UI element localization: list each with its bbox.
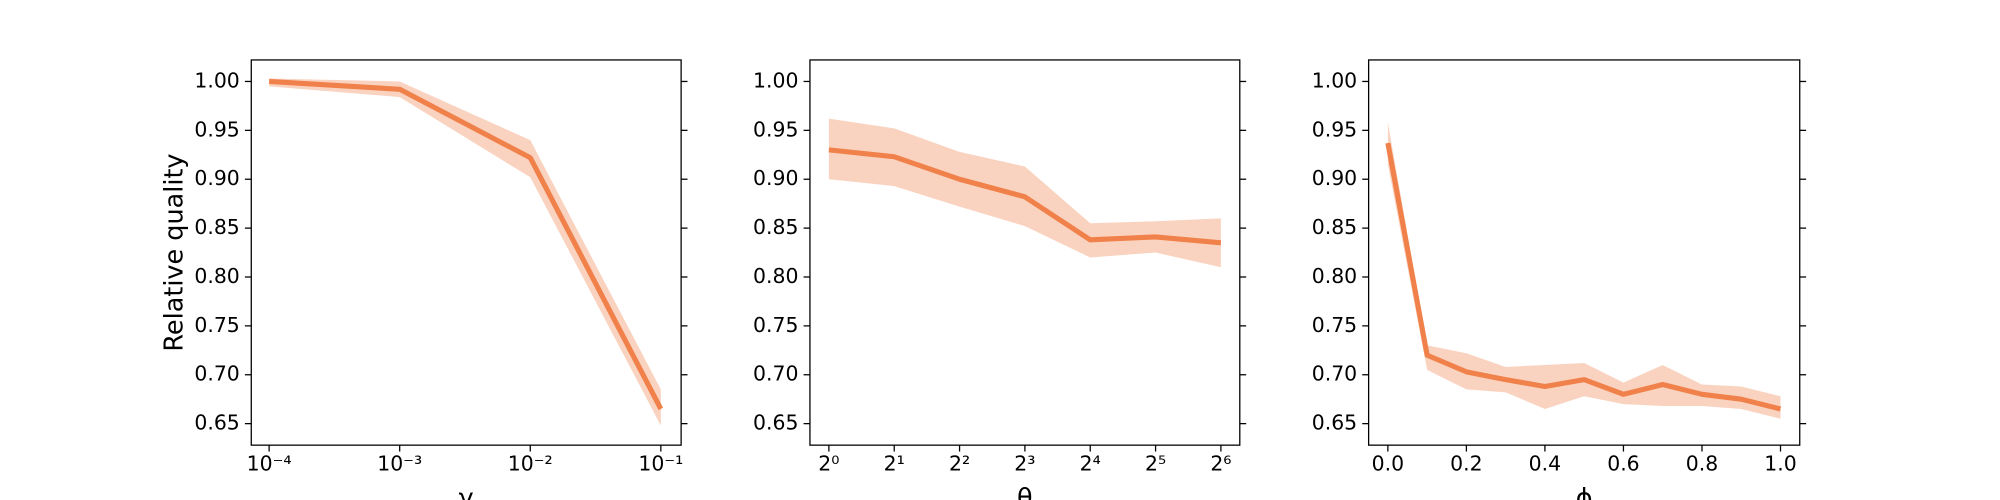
y-tick-label: 0.90 — [1312, 166, 1357, 190]
x-tick-label: 0.2 — [1450, 452, 1482, 476]
y-tick-label: 1.00 — [753, 68, 798, 92]
x-axis-label: θ — [1017, 483, 1033, 500]
x-tick-label: 0.4 — [1529, 452, 1561, 476]
x-tick-label: 1.0 — [1764, 452, 1796, 476]
axes-frame — [1367, 59, 1801, 446]
y-tick-label: 0.70 — [1312, 362, 1357, 386]
x-axis-label: ϕ — [1576, 483, 1593, 500]
x-tick-label: 2⁴ — [1080, 452, 1101, 476]
x-tick-label: 10⁻⁴ — [247, 452, 292, 476]
y-tick-label: 0.65 — [753, 411, 798, 435]
y-tick-label: 1.00 — [1312, 68, 1357, 92]
y-tick-label: 0.70 — [194, 362, 239, 386]
line — [828, 147, 1222, 246]
x-tick-label: 10⁻³ — [377, 452, 422, 476]
x-tick-label: 2⁰ — [818, 452, 839, 476]
x-tick-label: 0.0 — [1372, 452, 1404, 476]
x-tick-label: 0.8 — [1686, 452, 1718, 476]
y-tick-label: 0.95 — [753, 117, 798, 141]
y-tick-label: 0.90 — [194, 166, 239, 190]
y-tick-label: 0.65 — [1312, 411, 1357, 435]
y-tick-label: 0.75 — [194, 313, 239, 337]
y-tick-label: 0.75 — [1312, 313, 1357, 337]
x-tick-label: 2⁵ — [1145, 452, 1166, 476]
y-tick-label: 0.70 — [753, 362, 798, 386]
x-tick-label: 10⁻¹ — [638, 452, 683, 476]
line — [268, 78, 664, 411]
y-tick-label: 0.85 — [753, 215, 798, 239]
axes-frame — [809, 59, 1241, 446]
x-tick-label: 2⁶ — [1210, 452, 1231, 476]
error-band — [269, 78, 661, 426]
y-tick-label: 0.85 — [194, 215, 239, 239]
x-tick-label: 2¹ — [884, 452, 905, 476]
line — [1385, 142, 1782, 412]
y-tick-label: 0.75 — [753, 313, 798, 337]
x-tick-label: 2² — [949, 452, 970, 476]
y-tick-label: 0.85 — [1312, 215, 1357, 239]
x-tick-label: 2³ — [1014, 452, 1035, 476]
y-tick-label: 0.80 — [753, 264, 798, 288]
x-axis-label: γ — [459, 483, 474, 500]
y-tick-label: 0.80 — [194, 264, 239, 288]
axes-frame — [250, 59, 682, 446]
y-tick-label: 0.65 — [194, 411, 239, 435]
y-tick-label: 1.00 — [194, 68, 239, 92]
y-tick-label: 0.80 — [1312, 264, 1357, 288]
x-tick-label: 10⁻² — [508, 452, 553, 476]
y-tick-label: 0.95 — [1312, 117, 1357, 141]
x-tick-label: 0.6 — [1607, 452, 1639, 476]
y-tick-label: 0.95 — [194, 117, 239, 141]
error-band — [1387, 122, 1781, 419]
y-tick-label: 0.90 — [753, 166, 798, 190]
y-axis-label: Relative quality — [159, 153, 189, 351]
error-band — [828, 118, 1221, 268]
